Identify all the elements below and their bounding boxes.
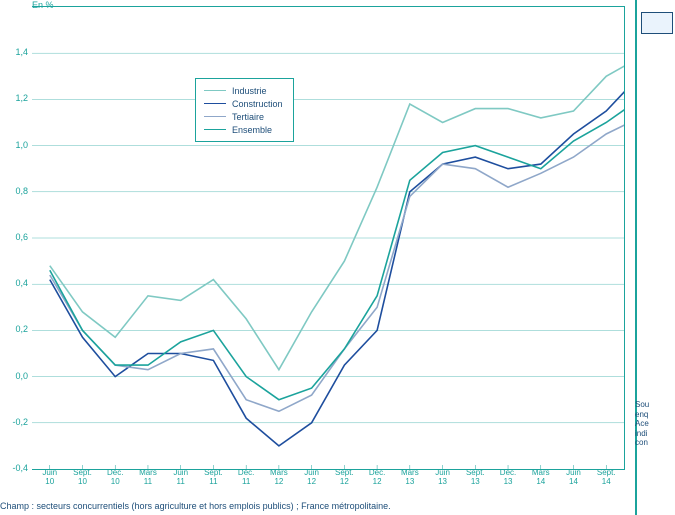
x-tick-label: Mars12 — [263, 469, 295, 487]
series-ensemble — [50, 88, 624, 400]
x-tick-label: Déc.10 — [99, 469, 131, 487]
side-text-line: Sou — [635, 400, 675, 410]
x-tick-label: Juin13 — [427, 469, 459, 487]
legend-item: Construction — [204, 97, 283, 110]
legend-swatch — [204, 129, 226, 130]
x-tick-label: Juin14 — [558, 469, 590, 487]
plot-svg — [32, 7, 624, 469]
side-text-line: indi — [635, 429, 675, 439]
legend: Industrie Construction Tertiaire Ensemble — [195, 78, 294, 142]
legend-swatch — [204, 90, 226, 91]
series-construction — [50, 53, 624, 446]
series-industrie — [50, 58, 624, 370]
side-text-line: Ace — [635, 419, 675, 429]
legend-item: Ensemble — [204, 123, 283, 136]
y-tick-label: -0,2 — [0, 417, 28, 427]
x-tick-label: Sept.11 — [197, 469, 229, 487]
legend-swatch — [204, 103, 226, 104]
x-tick-label: Juin12 — [296, 469, 328, 487]
y-tick-label: -0,4 — [0, 463, 28, 473]
y-tick-label: 1,0 — [0, 140, 28, 150]
side-text-line: enq — [635, 410, 675, 420]
legend-label: Tertiaire — [232, 112, 264, 122]
x-tick-label: Déc.11 — [230, 469, 262, 487]
chart-container: En % -0,4-0,20,00,20,40,60,81,01,21,4 Ju… — [0, 0, 630, 515]
x-tick-label: Juin11 — [165, 469, 197, 487]
x-tick-label: Mars11 — [132, 469, 164, 487]
x-tick-label: Sept.10 — [66, 469, 98, 487]
legend-label: Ensemble — [232, 125, 272, 135]
x-tick-label: Déc.12 — [361, 469, 393, 487]
legend-label: Industrie — [232, 86, 267, 96]
x-tick-label: Sept.13 — [459, 469, 491, 487]
x-tick-label: Juin10 — [34, 469, 66, 487]
x-tick-label: Sept.14 — [590, 469, 622, 487]
y-tick-label: 0,0 — [0, 371, 28, 381]
side-panel: SouenqAceindicon — [635, 0, 675, 515]
legend-swatch — [204, 116, 226, 117]
x-tick-label: Sept.12 — [328, 469, 360, 487]
legend-item: Industrie — [204, 84, 283, 97]
y-tick-label: 1,2 — [0, 93, 28, 103]
x-tick-label: Mars13 — [394, 469, 426, 487]
x-tick-label: Mars14 — [525, 469, 557, 487]
y-tick-label: 0,8 — [0, 186, 28, 196]
plot-area — [32, 6, 625, 470]
x-tick-label: Déc.13 — [492, 469, 524, 487]
side-text: SouenqAceindicon — [635, 400, 675, 448]
y-tick-label: 0,6 — [0, 232, 28, 242]
side-text-line: con — [635, 438, 675, 448]
legend-label: Construction — [232, 99, 283, 109]
y-tick-label: 0,4 — [0, 278, 28, 288]
chart-icon — [641, 12, 673, 34]
y-tick-label: 0,2 — [0, 324, 28, 334]
legend-item: Tertiaire — [204, 110, 283, 123]
chart-caption: Champ : secteurs concurrentiels (hors ag… — [0, 501, 391, 511]
y-tick-label: 1,4 — [0, 47, 28, 57]
